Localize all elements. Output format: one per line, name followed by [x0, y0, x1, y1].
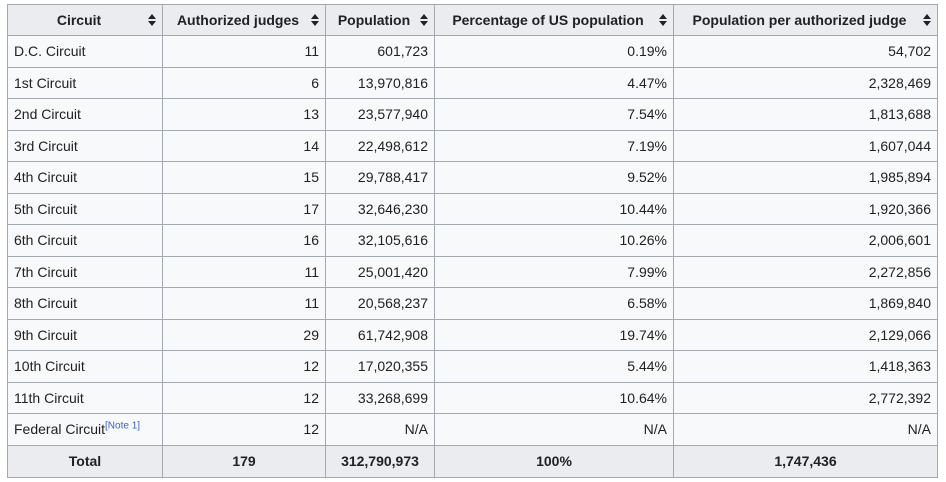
cell-per-judge: 1,813,688 [673, 98, 938, 131]
cell-circuit: 5th Circuit [7, 192, 163, 225]
header-row: Circuit Authorized judges Population Per… [7, 4, 938, 36]
cell-judges: 11 [162, 287, 326, 320]
cell-per-judge: 2,272,856 [673, 255, 938, 288]
circuits-table: Circuit Authorized judges Population Per… [7, 4, 938, 478]
total-row: Total 179 312,790,973 100% 1,747,436 [7, 444, 938, 478]
cell-judges: 13 [162, 98, 326, 131]
note-1-link[interactable]: [Note 1] [105, 420, 141, 432]
cell-population: 13,970,816 [325, 66, 435, 99]
cell-per-judge: 2,772,392 [673, 381, 938, 414]
table-row: 7th Circuit 11 25,001,420 7.99% 2,272,85… [7, 255, 938, 288]
cell-per-judge: 2,129,066 [673, 318, 938, 351]
cell-percentage: 10.44% [434, 192, 674, 225]
cell-judges: 6 [162, 66, 326, 99]
table-row: 3rd Circuit 14 22,498,612 7.19% 1,607,04… [7, 129, 938, 162]
sort-arrows-icon[interactable] [420, 14, 428, 26]
cell-circuit: 7th Circuit [7, 255, 163, 288]
cell-per-judge: 1,607,044 [673, 129, 938, 162]
cell-circuit: 11th Circuit [7, 381, 163, 414]
cell-population: 61,742,908 [325, 318, 435, 351]
total-label: Total [7, 444, 163, 478]
cell-population: 23,577,940 [325, 98, 435, 131]
cell-population: 29,788,417 [325, 161, 435, 194]
cell-per-judge: 1,985,894 [673, 161, 938, 194]
cell-circuit: 2nd Circuit [7, 98, 163, 131]
cell-population: N/A [325, 413, 435, 446]
cell-circuit: D.C. Circuit [7, 35, 163, 68]
total-per-judge: 1,747,436 [673, 444, 938, 478]
cell-circuit: 8th Circuit [7, 287, 163, 320]
table-row: 8th Circuit 11 20,568,237 6.58% 1,869,84… [7, 287, 938, 320]
cell-judges: 12 [162, 350, 326, 383]
cell-per-judge: 1,869,840 [673, 287, 938, 320]
cell-percentage: 10.64% [434, 381, 674, 414]
cell-percentage: 4.47% [434, 66, 674, 99]
cell-judges: 17 [162, 192, 326, 225]
cell-population: 20,568,237 [325, 287, 435, 320]
cell-judges: 12 [162, 381, 326, 414]
sort-arrows-icon[interactable] [148, 14, 156, 26]
cell-judges: 12 [162, 413, 326, 446]
cell-per-judge: 2,328,469 [673, 66, 938, 99]
cell-circuit: 9th Circuit [7, 318, 163, 351]
cell-population: 601,723 [325, 35, 435, 68]
table-row: Federal Circuit[Note 1] 12 N/A N/A N/A [7, 413, 938, 446]
cell-percentage: 9.52% [434, 161, 674, 194]
cell-per-judge: 54,702 [673, 35, 938, 68]
cell-judges: 15 [162, 161, 326, 194]
column-header-circuit[interactable]: Circuit [7, 4, 163, 36]
column-header-population-per-judge[interactable]: Population per authorized judge [673, 4, 938, 36]
total-percentage: 100% [434, 444, 674, 478]
total-population: 312,790,973 [325, 444, 435, 478]
column-header-population[interactable]: Population [325, 4, 435, 36]
total-judges: 179 [162, 444, 326, 478]
cell-population: 32,105,616 [325, 224, 435, 257]
cell-percentage: 5.44% [434, 350, 674, 383]
table-row: D.C. Circuit 11 601,723 0.19% 54,702 [7, 35, 938, 68]
cell-population: 25,001,420 [325, 255, 435, 288]
cell-per-judge: N/A [673, 413, 938, 446]
cell-population: 17,020,355 [325, 350, 435, 383]
cell-per-judge: 1,920,366 [673, 192, 938, 225]
table-container: Circuit Authorized judges Population Per… [7, 4, 938, 478]
cell-circuit: 6th Circuit [7, 224, 163, 257]
sort-arrows-icon[interactable] [311, 14, 319, 26]
cell-circuit: 10th Circuit [7, 350, 163, 383]
cell-circuit: Federal Circuit[Note 1] [7, 413, 163, 446]
table-row: 11th Circuit 12 33,268,699 10.64% 2,772,… [7, 381, 938, 414]
table-row: 6th Circuit 16 32,105,616 10.26% 2,006,6… [7, 224, 938, 257]
sort-arrows-icon[interactable] [659, 14, 667, 26]
cell-per-judge: 1,418,363 [673, 350, 938, 383]
table-row: 5th Circuit 17 32,646,230 10.44% 1,920,3… [7, 192, 938, 225]
cell-percentage: N/A [434, 413, 674, 446]
cell-percentage: 6.58% [434, 287, 674, 320]
cell-percentage: 7.54% [434, 98, 674, 131]
cell-percentage: 7.99% [434, 255, 674, 288]
table-row: 10th Circuit 12 17,020,355 5.44% 1,418,3… [7, 350, 938, 383]
cell-judges: 11 [162, 35, 326, 68]
cell-percentage: 0.19% [434, 35, 674, 68]
cell-judges: 16 [162, 224, 326, 257]
circuit-name: Federal Circuit [14, 421, 106, 438]
cell-circuit: 4th Circuit [7, 161, 163, 194]
table-row: 2nd Circuit 13 23,577,940 7.54% 1,813,68… [7, 98, 938, 131]
cell-circuit: 1st Circuit [7, 66, 163, 99]
column-header-authorized-judges[interactable]: Authorized judges [162, 4, 326, 36]
cell-population: 22,498,612 [325, 129, 435, 162]
cell-percentage: 19.74% [434, 318, 674, 351]
cell-judges: 14 [162, 129, 326, 162]
cell-percentage: 7.19% [434, 129, 674, 162]
cell-judges: 29 [162, 318, 326, 351]
table-row: 1st Circuit 6 13,970,816 4.47% 2,328,469 [7, 66, 938, 99]
cell-circuit: 3rd Circuit [7, 129, 163, 162]
table-row: 4th Circuit 15 29,788,417 9.52% 1,985,89… [7, 161, 938, 194]
cell-judges: 11 [162, 255, 326, 288]
cell-percentage: 10.26% [434, 224, 674, 257]
cell-population: 33,268,699 [325, 381, 435, 414]
cell-population: 32,646,230 [325, 192, 435, 225]
table-row: 9th Circuit 29 61,742,908 19.74% 2,129,0… [7, 318, 938, 351]
column-header-percentage[interactable]: Percentage of US population [434, 4, 674, 36]
sort-arrows-icon[interactable] [923, 14, 931, 26]
cell-per-judge: 2,006,601 [673, 224, 938, 257]
